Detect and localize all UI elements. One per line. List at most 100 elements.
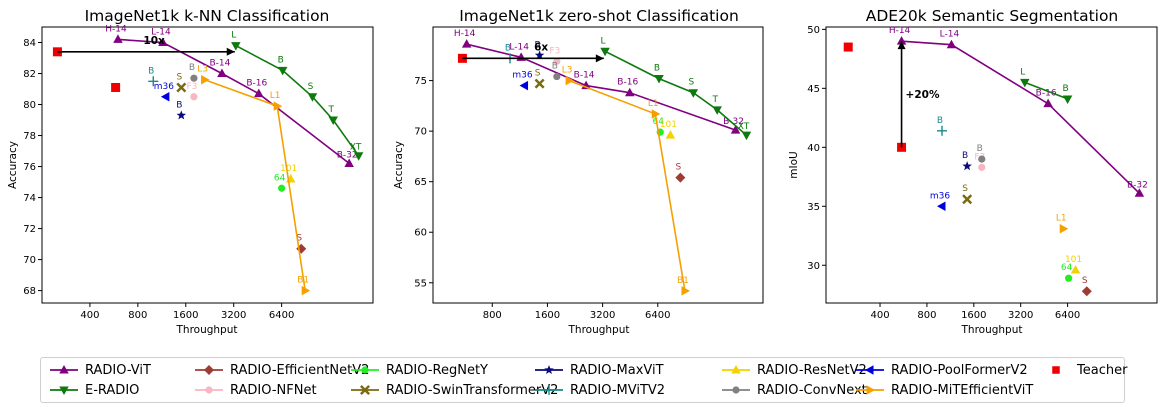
y-tick-label: 45 bbox=[807, 84, 820, 95]
y-tick-label: 72 bbox=[23, 224, 36, 235]
point-label: S bbox=[688, 78, 694, 88]
point-label: B bbox=[977, 144, 983, 154]
chart-ade20k-segmentation: ADE20k Semantic Segmentation Throughput … bbox=[788, 7, 1158, 336]
chart-imagenet-zeroshot: ImageNet1k zero-shot Classification Thro… bbox=[393, 7, 764, 336]
arrow-head bbox=[897, 41, 906, 50]
data-point bbox=[946, 39, 957, 49]
point-label: H-14 bbox=[454, 29, 476, 39]
series-e-radio: L B S T XT bbox=[600, 36, 752, 141]
chart-title: ADE20k Semantic Segmentation bbox=[866, 7, 1119, 25]
series-e-radio: LB bbox=[1020, 67, 1073, 104]
data-point bbox=[665, 130, 676, 139]
point-label: 64 bbox=[274, 173, 286, 183]
point-label: B bbox=[552, 62, 558, 72]
legend-marker bbox=[59, 386, 69, 395]
data-point bbox=[937, 125, 948, 136]
legend-entry: RADIO-PoolFormerV2 bbox=[855, 361, 1028, 379]
data-point bbox=[651, 109, 661, 119]
point-label: B-32 bbox=[1127, 180, 1148, 190]
data-point bbox=[1065, 274, 1073, 282]
data-point bbox=[148, 76, 159, 87]
point-label: 64 bbox=[1061, 263, 1073, 273]
x-tick-label: 3200 bbox=[221, 310, 246, 321]
data-point bbox=[1070, 264, 1081, 274]
annotation-arrow: +20% bbox=[897, 41, 940, 148]
legend: RADIO-ViT E-RADIO RADIO-EfficientNetV2 RADI… bbox=[40, 357, 1127, 403]
legend-entry: RADIO-ResNetV2 bbox=[721, 361, 867, 379]
x-tick-label: 1600 bbox=[961, 310, 986, 321]
x-tick-label: 6400 bbox=[1055, 310, 1080, 321]
legend-marker bbox=[205, 386, 213, 394]
data-point bbox=[231, 42, 241, 51]
x-axis-label: Throughput bbox=[568, 324, 630, 336]
data-point bbox=[254, 88, 264, 98]
point-label: B bbox=[654, 64, 660, 74]
series-e-radio: L B S T XT bbox=[231, 31, 364, 161]
y-tick-label: 68 bbox=[23, 286, 36, 297]
data-point bbox=[688, 89, 699, 98]
series-radio-maxvit: B bbox=[962, 151, 972, 171]
data-point bbox=[681, 286, 690, 296]
series-radio-swintransformerv2: S bbox=[176, 72, 187, 93]
legend-label: RADIO-MiTEfficientViT bbox=[891, 382, 1034, 398]
series-radio-mitefficientvit: L1 bbox=[1056, 214, 1069, 234]
data-point bbox=[553, 57, 561, 65]
series-radio-convnext: B bbox=[189, 63, 198, 82]
legend-entry: RADIO-NFNet bbox=[194, 381, 317, 399]
legend-swatch bbox=[1052, 366, 1060, 374]
legend-label: RADIO-NFNet bbox=[230, 382, 317, 398]
legend-label: RADIO-ViT bbox=[85, 362, 151, 378]
series-radio-poolformerv2: m36 bbox=[930, 191, 950, 212]
plot-frame bbox=[41, 26, 374, 304]
x-tick-label: 800 bbox=[128, 310, 147, 321]
y-tick-label: 70 bbox=[23, 255, 36, 266]
legend-marker bbox=[59, 365, 69, 374]
data-point bbox=[937, 201, 946, 212]
point-label: XT bbox=[350, 143, 362, 153]
point-label: B1 bbox=[297, 276, 309, 286]
point-label: S bbox=[1082, 276, 1088, 286]
legend-marker bbox=[865, 365, 874, 375]
point-label: B bbox=[1062, 84, 1068, 94]
series-radio-efficientnetv2: S bbox=[1081, 276, 1092, 297]
arrow-head bbox=[595, 54, 604, 63]
point-label: m36 bbox=[154, 82, 174, 92]
point-label: B-14 bbox=[574, 71, 595, 81]
x-axis-label: Throughput bbox=[176, 324, 238, 336]
point-label: L3 bbox=[197, 65, 208, 75]
y-tick-label: 84 bbox=[23, 38, 36, 49]
series-radio-vit: H-14 L-14 B-16 B-32 bbox=[889, 26, 1148, 197]
legend-label: RADIO-RegNetY bbox=[386, 362, 488, 378]
point-label: T bbox=[711, 95, 718, 105]
point-label: L1 bbox=[1056, 214, 1067, 224]
data-point bbox=[624, 87, 635, 97]
y-tick-label: 82 bbox=[23, 69, 36, 80]
series-radio-vit: H-14 L-14 B-14 B-16 B-32 bbox=[454, 29, 744, 134]
data-point bbox=[1134, 188, 1145, 197]
y-tick-label: 40 bbox=[807, 143, 820, 154]
series-radio-regnety: 64 bbox=[1061, 263, 1073, 282]
data-point bbox=[273, 101, 283, 111]
point-label: B bbox=[189, 63, 195, 73]
point-label: T bbox=[327, 105, 334, 115]
x-tick-label: 800 bbox=[917, 310, 936, 321]
legend-swatch bbox=[351, 385, 379, 395]
point-label: 64 bbox=[653, 117, 665, 127]
legend-label: RADIO-EfficientNetV2 bbox=[230, 362, 370, 378]
series-radio-swintransformerv2: S bbox=[534, 69, 545, 89]
series-radio-poolformerv2: m36 bbox=[512, 71, 533, 91]
series-radio-mvitv2: B bbox=[148, 66, 159, 87]
arrow-head bbox=[226, 47, 235, 56]
data-point bbox=[461, 39, 472, 48]
legend-swatch bbox=[50, 386, 78, 395]
legend-swatch bbox=[351, 366, 379, 374]
series-radio-resnetv2: 101 bbox=[1065, 255, 1082, 274]
point-label: L1 bbox=[270, 91, 281, 101]
data-point bbox=[675, 172, 686, 183]
x-tick-label: 6400 bbox=[269, 310, 294, 321]
y-tick-label: 35 bbox=[807, 202, 820, 213]
data-point bbox=[962, 194, 973, 205]
point-label: S bbox=[535, 69, 541, 79]
legend-swatch bbox=[195, 386, 223, 394]
series-line bbox=[204, 78, 306, 291]
